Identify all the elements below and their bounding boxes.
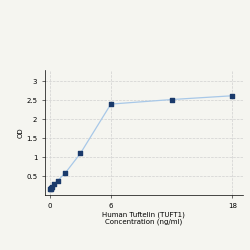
Point <box>63 171 67 175</box>
Point <box>109 102 113 106</box>
Point <box>78 151 82 155</box>
Point <box>50 185 54 189</box>
Point <box>49 186 53 190</box>
Point <box>170 98 173 102</box>
Point <box>48 187 52 191</box>
Point <box>230 94 234 98</box>
Point <box>52 182 56 186</box>
Point <box>56 178 60 182</box>
Point <box>48 188 52 192</box>
Y-axis label: OD: OD <box>18 127 24 138</box>
X-axis label: Human Tuftelin (TUFT1)
Concentration (ng/ml): Human Tuftelin (TUFT1) Concentration (ng… <box>102 212 185 226</box>
